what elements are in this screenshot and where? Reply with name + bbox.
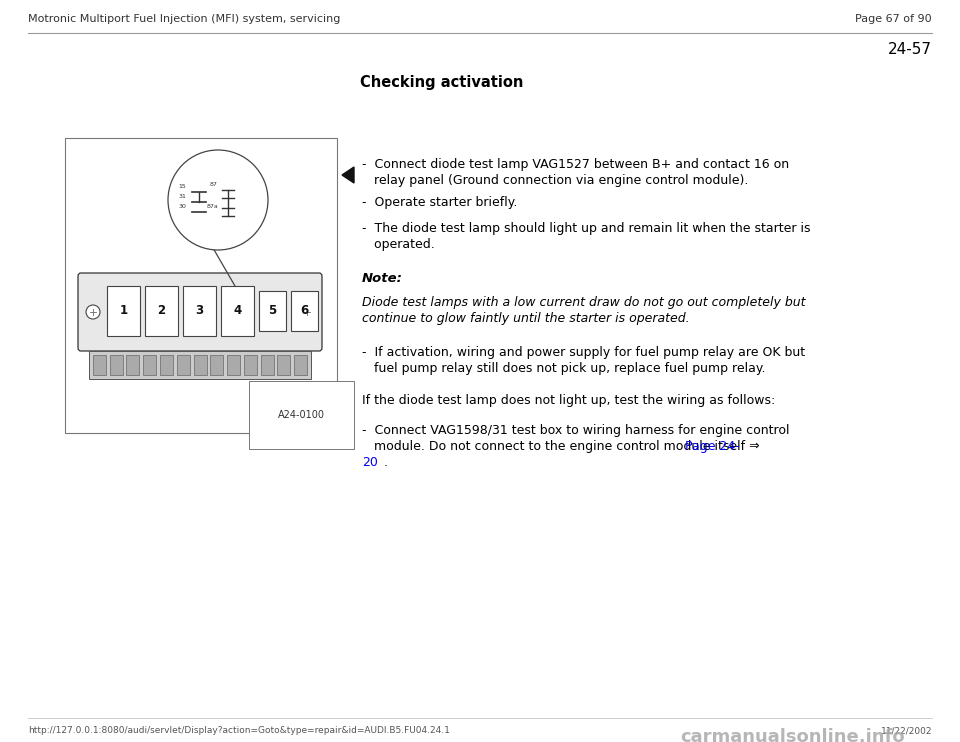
Text: continue to glow faintly until the starter is operated.: continue to glow faintly until the start… bbox=[362, 312, 689, 325]
FancyBboxPatch shape bbox=[109, 355, 123, 375]
FancyBboxPatch shape bbox=[291, 291, 318, 331]
Text: 87a: 87a bbox=[206, 203, 218, 209]
Text: 20: 20 bbox=[362, 456, 378, 469]
FancyBboxPatch shape bbox=[277, 355, 291, 375]
Text: Page 67 of 90: Page 67 of 90 bbox=[855, 14, 932, 24]
Text: -  The diode test lamp should light up and remain lit when the starter is: - The diode test lamp should light up an… bbox=[362, 222, 810, 235]
Text: Motronic Multiport Fuel Injection (MFI) system, servicing: Motronic Multiport Fuel Injection (MFI) … bbox=[28, 14, 341, 24]
Text: fuel pump relay still does not pick up, replace fuel pump relay.: fuel pump relay still does not pick up, … bbox=[362, 362, 765, 375]
Text: carmanualsonline.info: carmanualsonline.info bbox=[680, 728, 904, 742]
FancyBboxPatch shape bbox=[221, 286, 254, 336]
Text: If the diode test lamp does not light up, test the wiring as follows:: If the diode test lamp does not light up… bbox=[362, 394, 776, 407]
Text: relay panel (Ground connection via engine control module).: relay panel (Ground connection via engin… bbox=[362, 174, 749, 187]
Text: 2: 2 bbox=[157, 304, 165, 318]
FancyBboxPatch shape bbox=[78, 273, 322, 351]
Text: 31: 31 bbox=[179, 194, 186, 199]
FancyBboxPatch shape bbox=[89, 351, 311, 379]
Text: 24-57: 24-57 bbox=[888, 42, 932, 57]
Text: 11/22/2002: 11/22/2002 bbox=[880, 726, 932, 735]
Text: operated.: operated. bbox=[362, 238, 435, 251]
FancyBboxPatch shape bbox=[107, 286, 140, 336]
FancyBboxPatch shape bbox=[160, 355, 173, 375]
Text: 4: 4 bbox=[233, 304, 242, 318]
Text: http://127.0.0.1:8080/audi/servlet/Display?action=Goto&type=repair&id=AUDI.B5.FU: http://127.0.0.1:8080/audi/servlet/Displ… bbox=[28, 726, 450, 735]
FancyBboxPatch shape bbox=[259, 291, 286, 331]
FancyBboxPatch shape bbox=[177, 355, 190, 375]
Text: Page 24-: Page 24- bbox=[685, 440, 740, 453]
Text: 15: 15 bbox=[179, 183, 186, 188]
FancyBboxPatch shape bbox=[65, 138, 337, 433]
Text: .: . bbox=[380, 456, 388, 469]
Text: Note:: Note: bbox=[362, 272, 403, 285]
Text: A24-0100: A24-0100 bbox=[278, 410, 325, 420]
FancyBboxPatch shape bbox=[93, 355, 106, 375]
Circle shape bbox=[86, 305, 100, 319]
Text: 1: 1 bbox=[119, 304, 128, 318]
FancyBboxPatch shape bbox=[210, 355, 224, 375]
Text: 6: 6 bbox=[300, 304, 308, 318]
FancyBboxPatch shape bbox=[127, 355, 139, 375]
Text: 87: 87 bbox=[210, 182, 218, 186]
Circle shape bbox=[300, 305, 314, 319]
Text: 3: 3 bbox=[196, 304, 204, 318]
Text: Diode test lamps with a low current draw do not go out completely but: Diode test lamps with a low current draw… bbox=[362, 296, 805, 309]
Text: module. Do not connect to the engine control module itself ⇒: module. Do not connect to the engine con… bbox=[362, 440, 763, 453]
Text: -  Operate starter briefly.: - Operate starter briefly. bbox=[362, 196, 517, 209]
Text: Checking activation: Checking activation bbox=[360, 75, 523, 90]
FancyBboxPatch shape bbox=[145, 286, 178, 336]
Text: -  Connect VAG1598/31 test box to wiring harness for engine control: - Connect VAG1598/31 test box to wiring … bbox=[362, 424, 789, 437]
FancyBboxPatch shape bbox=[143, 355, 156, 375]
FancyBboxPatch shape bbox=[294, 355, 307, 375]
FancyBboxPatch shape bbox=[261, 355, 274, 375]
Polygon shape bbox=[342, 167, 354, 183]
Text: 5: 5 bbox=[269, 304, 276, 318]
Circle shape bbox=[168, 150, 268, 250]
Text: 30: 30 bbox=[179, 203, 186, 209]
Text: -  If activation, wiring and power supply for fuel pump relay are OK but: - If activation, wiring and power supply… bbox=[362, 346, 805, 359]
Text: -  Connect diode test lamp VAG1527 between B+ and contact 16 on: - Connect diode test lamp VAG1527 betwee… bbox=[362, 158, 789, 171]
FancyBboxPatch shape bbox=[183, 286, 216, 336]
FancyBboxPatch shape bbox=[194, 355, 206, 375]
FancyBboxPatch shape bbox=[228, 355, 240, 375]
FancyBboxPatch shape bbox=[244, 355, 257, 375]
